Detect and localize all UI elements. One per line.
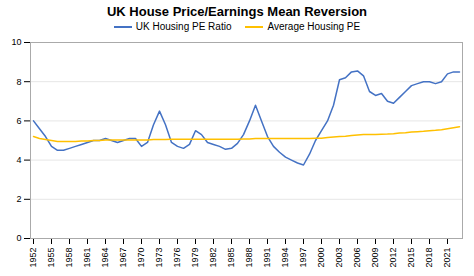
svg-text:1988: 1988 bbox=[244, 248, 254, 268]
svg-text:8: 8 bbox=[16, 77, 21, 87]
svg-text:1955: 1955 bbox=[46, 248, 56, 268]
svg-text:1967: 1967 bbox=[118, 248, 128, 268]
svg-text:0: 0 bbox=[16, 233, 21, 243]
svg-text:1961: 1961 bbox=[82, 248, 92, 268]
svg-text:1994: 1994 bbox=[280, 248, 290, 268]
svg-text:1964: 1964 bbox=[100, 248, 110, 268]
html-text:Average Housing PE: Average Housing PE bbox=[267, 21, 361, 32]
svg-text:1970: 1970 bbox=[136, 248, 146, 268]
svg-text:4: 4 bbox=[16, 155, 21, 165]
svg-text:2018: 2018 bbox=[424, 248, 434, 268]
svg-text:1973: 1973 bbox=[154, 248, 164, 268]
svg-text:2009: 2009 bbox=[370, 248, 380, 268]
svg-text:2006: 2006 bbox=[352, 248, 362, 268]
svg-text:1985: 1985 bbox=[226, 248, 236, 268]
svg-text:1991: 1991 bbox=[262, 248, 272, 268]
svg-text:1958: 1958 bbox=[64, 248, 74, 268]
html-text:UK Housing PE Ratio: UK Housing PE Ratio bbox=[135, 21, 232, 32]
html-text:UK House Price/Earnings Mean R: UK House Price/Earnings Mean Reversion bbox=[107, 4, 367, 19]
svg-text:6: 6 bbox=[16, 116, 21, 126]
svg-text:2015: 2015 bbox=[406, 248, 416, 268]
svg-text:2003: 2003 bbox=[334, 248, 344, 268]
svg-text:10: 10 bbox=[11, 37, 21, 47]
svg-text:1976: 1976 bbox=[172, 248, 182, 268]
svg-text:2021: 2021 bbox=[442, 248, 452, 268]
svg-text:2012: 2012 bbox=[388, 248, 398, 268]
svg-text:1982: 1982 bbox=[208, 248, 218, 268]
svg-text:2000: 2000 bbox=[316, 248, 326, 268]
svg-text:1997: 1997 bbox=[298, 248, 308, 268]
svg-text:1979: 1979 bbox=[190, 248, 200, 268]
svg-text:1952: 1952 bbox=[28, 248, 38, 268]
svg-text:2: 2 bbox=[16, 194, 21, 204]
